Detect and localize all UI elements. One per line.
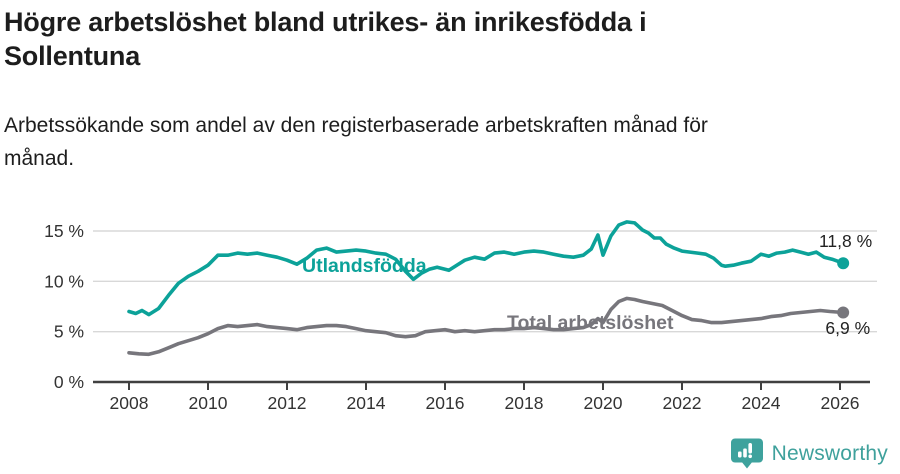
x-tick-label: 2020: [584, 393, 623, 413]
exclamation-dot: [748, 454, 752, 459]
newsworthy-brand-text: Newsworthy: [771, 441, 888, 465]
bar-1: [737, 451, 742, 458]
y-tick-label: 5 %: [54, 322, 84, 342]
x-tick-label: 2014: [347, 393, 386, 413]
y-tick-label: 15 %: [44, 221, 84, 241]
x-tick-label: 2008: [110, 393, 149, 413]
series-label-0: Utlandsfödda: [302, 255, 427, 277]
y-tick-label: 0 %: [54, 372, 84, 392]
x-tick-label: 2012: [268, 393, 307, 413]
chart-subtitle: Arbetssökande som andel av den registerb…: [4, 114, 708, 170]
line-chart: Utlandsfödda 11,8 % Total arbetslöshet 6,9 …: [44, 220, 877, 413]
page-title: Högre arbetslöshet bland utrikes- än inr…: [4, 7, 647, 72]
series-line-1: [127, 296, 846, 357]
speech-bubble-shape: [730, 438, 763, 469]
series-line-0: [127, 220, 846, 317]
x-tick-label: 2016: [426, 393, 465, 413]
newsworthy-logo: Newsworthy: [730, 438, 888, 469]
x-tick-label: 2022: [663, 393, 702, 413]
series-label-1: Total arbetslöshet: [507, 312, 674, 334]
series-end-dot-1: [837, 306, 850, 319]
x-tick-label: 2026: [821, 393, 860, 413]
series-end-value-1: 6,9 %: [825, 318, 870, 338]
series-end-dot-0: [837, 257, 850, 270]
x-tick-label: 2010: [189, 393, 228, 413]
x-tick-label: 2024: [742, 393, 781, 413]
exclamation-bar: [748, 443, 752, 454]
x-tick-label: 2018: [505, 393, 544, 413]
series-end-value-0: 11,8 %: [819, 231, 872, 251]
bar-2: [742, 448, 747, 458]
y-tick-label: 10 %: [44, 271, 84, 291]
newsworthy-logo-icon: [730, 438, 763, 469]
